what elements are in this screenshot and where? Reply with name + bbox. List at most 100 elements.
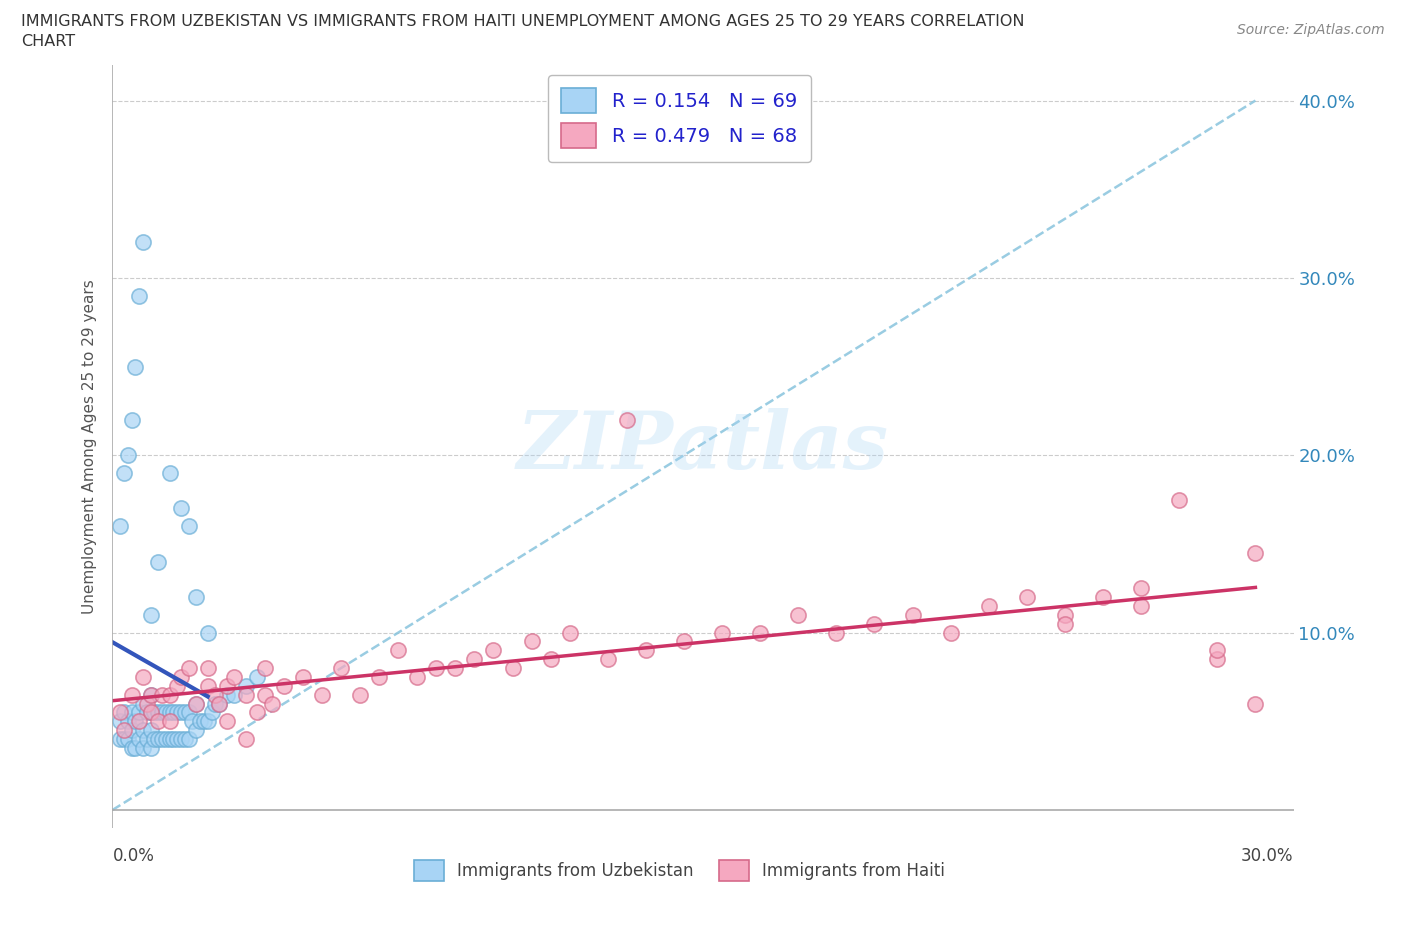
Point bbox=[204, 697, 226, 711]
Point bbox=[170, 501, 193, 516]
Point bbox=[463, 652, 485, 667]
Point bbox=[159, 687, 181, 702]
Point bbox=[235, 732, 257, 747]
Point bbox=[540, 652, 562, 667]
Point bbox=[159, 705, 181, 720]
Point bbox=[1244, 545, 1267, 560]
Point bbox=[139, 687, 162, 702]
Point bbox=[749, 625, 772, 640]
Point bbox=[135, 705, 157, 720]
Point bbox=[148, 714, 170, 729]
Point bbox=[108, 519, 131, 534]
Point bbox=[1168, 492, 1191, 507]
Point bbox=[139, 740, 162, 755]
Point bbox=[121, 412, 143, 427]
Point bbox=[132, 723, 155, 737]
Point bbox=[520, 634, 543, 649]
Point bbox=[235, 687, 257, 702]
Point bbox=[159, 714, 181, 729]
Point bbox=[162, 732, 184, 747]
Point bbox=[132, 697, 155, 711]
Point bbox=[235, 678, 257, 693]
Point bbox=[193, 714, 215, 729]
Point bbox=[166, 678, 188, 693]
Point bbox=[425, 660, 447, 675]
Point bbox=[208, 697, 231, 711]
Point bbox=[215, 678, 238, 693]
Point bbox=[121, 705, 143, 720]
Point bbox=[121, 740, 143, 755]
Legend: Immigrants from Uzbekistan, Immigrants from Haiti: Immigrants from Uzbekistan, Immigrants f… bbox=[408, 853, 952, 888]
Point bbox=[634, 643, 657, 658]
Point bbox=[181, 714, 204, 729]
Point bbox=[124, 359, 146, 374]
Point bbox=[177, 660, 200, 675]
Point bbox=[150, 705, 173, 720]
Point bbox=[1130, 581, 1153, 596]
Point bbox=[128, 705, 150, 720]
Text: 30.0%: 30.0% bbox=[1241, 847, 1294, 865]
Point bbox=[1053, 617, 1076, 631]
Point bbox=[117, 732, 139, 747]
Point bbox=[177, 705, 200, 720]
Point bbox=[186, 697, 208, 711]
Point bbox=[139, 607, 162, 622]
Point bbox=[406, 670, 429, 684]
Point bbox=[148, 705, 170, 720]
Point bbox=[186, 697, 208, 711]
Point bbox=[139, 705, 162, 720]
Point bbox=[262, 697, 284, 711]
Point bbox=[112, 705, 135, 720]
Point bbox=[1092, 590, 1115, 604]
Point bbox=[291, 670, 314, 684]
Point bbox=[253, 660, 276, 675]
Point bbox=[121, 687, 143, 702]
Point bbox=[143, 732, 166, 747]
Point bbox=[159, 466, 181, 481]
Point bbox=[387, 643, 409, 658]
Point bbox=[121, 723, 143, 737]
Point bbox=[311, 687, 333, 702]
Point bbox=[349, 687, 371, 702]
Point bbox=[482, 643, 505, 658]
Point bbox=[186, 723, 208, 737]
Point bbox=[224, 670, 246, 684]
Point bbox=[444, 660, 467, 675]
Text: ZIPatlas: ZIPatlas bbox=[517, 407, 889, 485]
Point bbox=[1015, 590, 1038, 604]
Point bbox=[124, 714, 146, 729]
Point bbox=[135, 732, 157, 747]
Text: CHART: CHART bbox=[21, 34, 75, 49]
Point bbox=[159, 732, 181, 747]
Point bbox=[132, 235, 155, 250]
Point bbox=[596, 652, 619, 667]
Point bbox=[128, 732, 150, 747]
Point bbox=[132, 740, 155, 755]
Point bbox=[150, 732, 173, 747]
Point bbox=[112, 466, 135, 481]
Point bbox=[197, 678, 219, 693]
Point bbox=[117, 448, 139, 463]
Text: IMMIGRANTS FROM UZBEKISTAN VS IMMIGRANTS FROM HAITI UNEMPLOYMENT AMONG AGES 25 T: IMMIGRANTS FROM UZBEKISTAN VS IMMIGRANTS… bbox=[21, 14, 1025, 29]
Point bbox=[166, 732, 188, 747]
Point bbox=[863, 617, 886, 631]
Point bbox=[135, 697, 157, 711]
Point bbox=[139, 723, 162, 737]
Point bbox=[215, 687, 238, 702]
Point bbox=[128, 288, 150, 303]
Point bbox=[330, 660, 353, 675]
Text: Source: ZipAtlas.com: Source: ZipAtlas.com bbox=[1237, 23, 1385, 37]
Point bbox=[197, 660, 219, 675]
Point bbox=[170, 732, 193, 747]
Point bbox=[1206, 643, 1229, 658]
Point bbox=[208, 697, 231, 711]
Point bbox=[197, 625, 219, 640]
Point bbox=[825, 625, 848, 640]
Point bbox=[148, 732, 170, 747]
Point bbox=[1244, 697, 1267, 711]
Point bbox=[128, 714, 150, 729]
Point bbox=[616, 412, 638, 427]
Point bbox=[108, 705, 131, 720]
Point bbox=[368, 670, 391, 684]
Point bbox=[558, 625, 581, 640]
